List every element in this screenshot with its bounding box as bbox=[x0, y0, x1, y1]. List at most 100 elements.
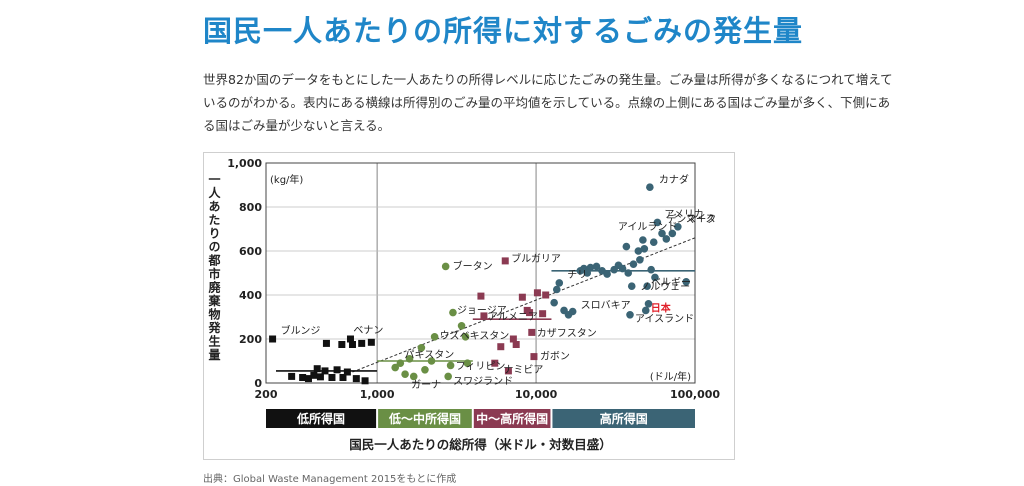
income-band-label: 高所得国 bbox=[600, 411, 648, 426]
data-point-low bbox=[310, 371, 318, 379]
country-label: デンマーク bbox=[666, 212, 716, 225]
income-band-high bbox=[552, 409, 695, 428]
data-point-high bbox=[636, 256, 644, 264]
data-point-high bbox=[662, 235, 671, 243]
data-point-high bbox=[618, 264, 627, 273]
country-label: ガーナ bbox=[411, 379, 441, 391]
x-tick-label: 1,000 bbox=[360, 388, 395, 401]
data-point-lower_middle bbox=[457, 322, 466, 330]
data-point-high bbox=[583, 269, 592, 277]
country-label: 日本 bbox=[651, 301, 672, 314]
data-point-high bbox=[550, 298, 558, 307]
income-band-lower_middle bbox=[378, 409, 472, 428]
data-point-low bbox=[338, 341, 346, 348]
data-point-lower_middle bbox=[417, 344, 426, 352]
description-line-3: る国はごみ量が少ないと言える。 bbox=[203, 118, 391, 133]
data-point-upper_middle bbox=[501, 257, 509, 265]
x-tick-label: 200 bbox=[255, 388, 278, 401]
data-point-lower_middle bbox=[421, 366, 429, 374]
income-band-label: 中～高所得国 bbox=[476, 411, 548, 426]
income-band-low bbox=[266, 409, 377, 428]
data-point-low bbox=[288, 372, 296, 380]
country-label: ブルンジ bbox=[281, 324, 321, 337]
data-point-lower_middle bbox=[391, 363, 400, 372]
data-point-lower_middle bbox=[396, 359, 405, 367]
data-point-low bbox=[316, 373, 324, 381]
country-label: ジョージア bbox=[457, 306, 507, 317]
data-point-high bbox=[624, 269, 633, 277]
x-axis-title: 国民一人あたりの総所得（米ドル・対数目盛） bbox=[349, 437, 612, 452]
data-point-low bbox=[346, 335, 354, 343]
description: 世界82か国のデータをもとにした一人あたりの所得レベルに応じたごみの発生量。ごみ… bbox=[203, 68, 893, 137]
data-point-lower_middle bbox=[444, 372, 452, 381]
data-point-low bbox=[367, 338, 375, 346]
y-tick-label: 600 bbox=[239, 245, 262, 258]
data-point-high bbox=[634, 247, 643, 255]
data-point-low bbox=[299, 374, 307, 381]
country-label: スワジランド bbox=[453, 375, 513, 387]
data-point-high bbox=[568, 307, 577, 316]
chart-panel: 0 200 400 600 800 1,000 200 1,000 10,000 100,000(… bbox=[203, 152, 735, 460]
country-label: ガボン bbox=[540, 351, 570, 363]
data-point-high bbox=[555, 279, 564, 287]
data-point-upper_middle bbox=[539, 310, 547, 318]
plot-frame bbox=[265, 162, 696, 384]
y-tick-label: 1,000 bbox=[227, 157, 262, 170]
data-point-high bbox=[647, 265, 655, 274]
data-point-upper_middle bbox=[528, 328, 536, 336]
data-point-high bbox=[552, 285, 561, 294]
data-point-low bbox=[322, 339, 330, 347]
data-point-low bbox=[352, 375, 360, 383]
data-point-high bbox=[639, 236, 647, 244]
data-point-lower_middle bbox=[430, 333, 439, 341]
data-point-high bbox=[674, 223, 682, 231]
data-point-upper_middle bbox=[497, 343, 505, 351]
data-point-lower_middle bbox=[401, 370, 409, 378]
x-tick-label: 100,000 bbox=[670, 388, 720, 401]
source-note: 出典：Global Waste Management 2015をもとに作成 bbox=[203, 474, 457, 485]
country-label: ウズベキスタン bbox=[440, 329, 510, 342]
data-point-low bbox=[269, 335, 277, 343]
country-label: アルメニア bbox=[488, 312, 538, 323]
y-tick-label: 800 bbox=[239, 201, 262, 214]
income-band-label: 低所得国 bbox=[296, 411, 345, 426]
data-point-upper_middle bbox=[518, 293, 526, 301]
data-point-upper_middle bbox=[480, 312, 488, 320]
data-point-upper_middle bbox=[526, 309, 534, 317]
country-label: スロバキア bbox=[581, 300, 631, 312]
data-point-upper_middle bbox=[509, 335, 517, 343]
data-point-high bbox=[682, 278, 690, 286]
country-label: アイスランド bbox=[635, 313, 694, 325]
data-point-high bbox=[592, 262, 601, 271]
data-point-upper_middle bbox=[504, 367, 512, 375]
country-label: アイルランド bbox=[618, 221, 678, 233]
data-point-low bbox=[328, 374, 336, 381]
data-point-high bbox=[641, 306, 650, 315]
country-label: チリ bbox=[567, 269, 587, 281]
data-point-high bbox=[649, 238, 658, 246]
y-tick-label: 400 bbox=[239, 289, 262, 302]
data-point-high bbox=[586, 263, 595, 272]
page-title: 国民一人あたりの所得に対するごみの発生量 bbox=[203, 14, 804, 48]
data-point-high bbox=[668, 229, 677, 238]
description-line-2: いるのがわかる。表内にある横線は所得別のごみ量の平均値を示している。点線の上側に… bbox=[203, 95, 891, 110]
data-point-high bbox=[626, 311, 634, 319]
y-unit-label: (kg/年) bbox=[270, 173, 303, 186]
data-point-low bbox=[361, 377, 369, 385]
data-point-upper_middle bbox=[512, 341, 520, 348]
data-point-high bbox=[627, 282, 636, 290]
data-point-lower_middle bbox=[409, 372, 418, 381]
data-point-upper_middle bbox=[491, 359, 499, 367]
data-point-low bbox=[304, 375, 312, 383]
country-label: スイス bbox=[686, 214, 716, 225]
country-label: ブータン bbox=[453, 259, 493, 272]
data-point-low bbox=[348, 341, 356, 348]
country-label: ベナン bbox=[353, 324, 383, 336]
income-band-upper_middle bbox=[473, 409, 551, 428]
data-point-low bbox=[358, 339, 366, 347]
x-tick-label: 10,000 bbox=[515, 388, 558, 401]
country-label: ベルギー bbox=[651, 276, 691, 288]
data-point-lower_middle bbox=[449, 308, 457, 317]
data-point-low bbox=[333, 366, 341, 374]
